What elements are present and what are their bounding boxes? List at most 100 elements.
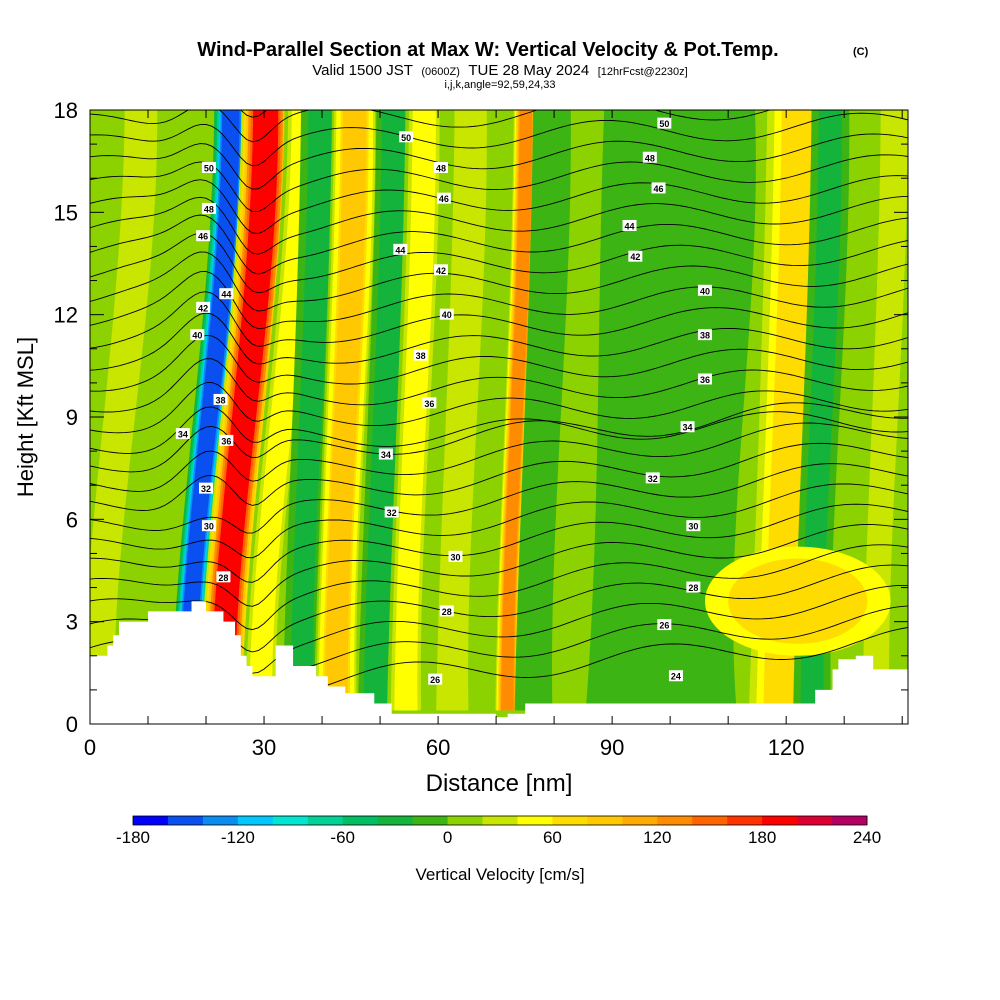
contour-label-1: 48 (201, 202, 216, 214)
contour-label-bg (428, 673, 443, 685)
velocity-band-4-level-1 (250, 110, 314, 711)
theta-contour-30 (90, 463, 908, 534)
colorbar-swatch (377, 816, 414, 825)
theta-contour-33 (90, 402, 908, 473)
y-tick-label: 18 (54, 98, 78, 123)
contour-label-bg (201, 520, 216, 532)
contour-label-bg (393, 243, 408, 255)
theta-contour-29 (90, 483, 908, 559)
contour-label-bg (378, 448, 393, 460)
y-tick-label: 12 (54, 303, 78, 328)
x-tick-label: 0 (84, 735, 96, 760)
y-tick-label: 15 (54, 200, 78, 225)
colorbar-swatch (552, 816, 588, 825)
potential-temperature-contours (90, 110, 908, 714)
contour-label-bg (175, 428, 190, 440)
contour-label-bg (201, 202, 216, 214)
theta-contour-47 (90, 133, 908, 190)
contour-label-19: 36 (422, 397, 437, 409)
x-tick-label: 120 (768, 735, 805, 760)
contour-label-text: 34 (381, 450, 391, 460)
contour-label-text: 44 (395, 245, 405, 255)
contour-label-4: 42 (196, 301, 211, 313)
theta-contour-27 (90, 524, 908, 607)
contour-labels: 50 48 46 44 42 40 38 34 36 32 30 28 50 48 46 44 42 40 38 36… (175, 117, 712, 685)
colorbar-swatch (412, 816, 449, 825)
x-axis: 0 30 60 90 120 (84, 110, 903, 760)
terrain-mask (90, 601, 908, 724)
colorbar-swatch (622, 816, 658, 825)
contour-label-bg (201, 161, 216, 173)
colorbar-tick-label: 240 (853, 828, 881, 847)
contour-label-text: 42 (630, 252, 640, 262)
theta-contour-26 (90, 544, 908, 631)
contour-label-text: 30 (204, 522, 214, 532)
contour-label-text: 46 (439, 194, 449, 204)
colorbar-tick-label: -60 (330, 828, 355, 847)
contour-label-bg (642, 151, 657, 163)
contour-label-text: 34 (178, 430, 188, 440)
colorbar-swatch (307, 816, 344, 825)
contour-label-10: 30 (201, 520, 216, 532)
y-tick-label: 0 (66, 712, 78, 737)
theta-contour-48 (90, 112, 908, 167)
contour-label-bg (697, 373, 712, 385)
contour-label-text: 40 (700, 286, 710, 296)
contour-label-text: 42 (436, 266, 446, 276)
theta-contour-39 (90, 291, 908, 349)
contour-label-bg (436, 192, 451, 204)
y-axis-label: Height [Kft MSL] (13, 337, 38, 497)
subtitle-valid: Valid 1500 JST (312, 62, 413, 79)
contour-label-text: 36 (700, 375, 710, 385)
x-tick-label: 30 (252, 735, 276, 760)
contour-label-bg (190, 329, 205, 341)
contour-label-37: 26 (657, 619, 672, 631)
velocity-band-12-level-1 (622, 110, 720, 711)
theta-contour-42 (90, 232, 908, 294)
contour-label-25: 50 (657, 117, 672, 129)
colorbar-swatch (517, 816, 553, 825)
colorbar-swatch (797, 816, 833, 825)
contour-label-38: 24 (668, 670, 683, 682)
contour-label-text: 48 (645, 153, 655, 163)
contour-label-15: 44 (393, 243, 408, 255)
contour-label-text: 48 (436, 163, 446, 173)
contour-label-bg (219, 434, 234, 446)
colorbar-swatch (167, 816, 204, 825)
theta-contour-32 (90, 422, 908, 492)
colorbar-swatch (762, 816, 798, 825)
subtitle-grid-indices: i,j,k,angle=92,59,24,33 (444, 79, 555, 91)
contour-label-text: 34 (683, 423, 693, 433)
theta-contour-38 (90, 312, 908, 371)
contour-label-0: 50 (201, 161, 216, 173)
contour-label-12: 50 (399, 131, 414, 143)
contour-label-text: 40 (442, 310, 452, 320)
contour-label-17: 40 (439, 308, 454, 320)
velocity-band-15-level-1 (866, 110, 905, 711)
contour-label-bg (384, 506, 399, 518)
contour-label-text: 30 (450, 552, 460, 562)
colorbar-tick-label: 120 (643, 828, 671, 847)
theta-contour-36 (90, 358, 908, 413)
contour-label-text: 32 (201, 484, 211, 494)
contour-label-bg (686, 581, 701, 593)
contour-label-text: 26 (659, 621, 669, 631)
colorbar-swatch (133, 816, 169, 825)
contour-label-text: 44 (625, 221, 635, 231)
contour-label-bg (439, 308, 454, 320)
contour-label-text: 38 (216, 395, 226, 405)
contour-label-bg (448, 550, 463, 562)
velocity-band-1-level-1 (128, 110, 192, 711)
colorbar-swatch (587, 816, 623, 825)
vertical-velocity-field (90, 110, 908, 711)
theta-contour-31 (90, 442, 908, 511)
velocity-band-7-level-1 (367, 110, 406, 711)
chart-title: Wind-Parallel Section at Max W: Vertical… (197, 39, 778, 61)
colorbar-tick-label: -120 (221, 828, 255, 847)
colorbar-tick-label: -180 (116, 828, 150, 847)
colorbar-ticks: -180 -120 -60 0 60 120 180 240 (116, 828, 881, 847)
subtitle-date: TUE 28 May 2024 (468, 62, 589, 79)
contour-label-23: 28 (439, 605, 454, 617)
velocity-band-3-level-1 (210, 110, 279, 711)
